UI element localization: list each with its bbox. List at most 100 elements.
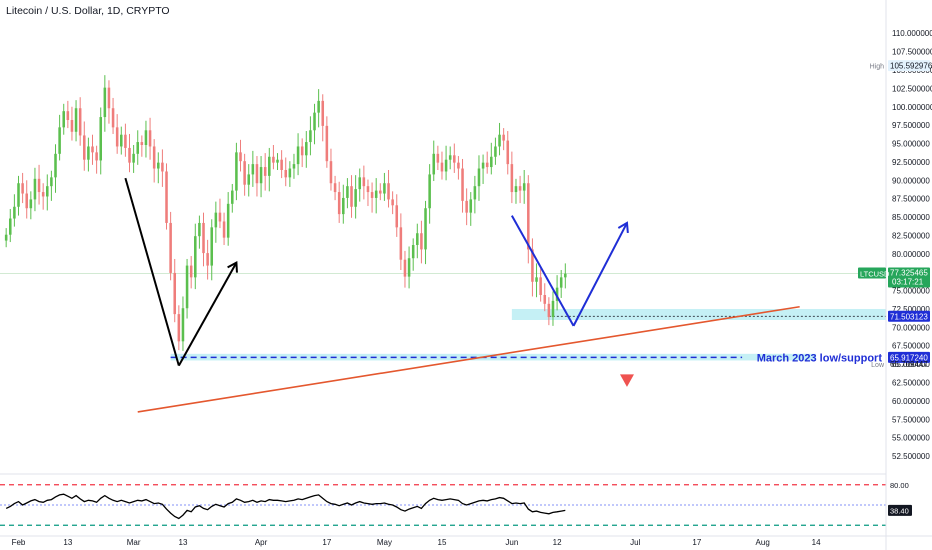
candle-body: [469, 199, 473, 213]
candle-body: [498, 134, 501, 147]
rsi-upper-label: 80.00: [890, 481, 909, 490]
candle-body: [280, 159, 283, 170]
price-tick-label: 55.000000: [892, 434, 930, 443]
candle-body: [74, 108, 78, 132]
candle-body: [206, 253, 209, 266]
candle-body: [157, 162, 160, 169]
candle-body: [9, 218, 12, 235]
resistance-zone-71: [511, 308, 886, 320]
price-tick-label: 92.500000: [892, 158, 930, 167]
blue-v-left: [510, 215, 575, 327]
candle-body: [62, 111, 66, 128]
candle-body: [268, 156, 271, 176]
candle-body: [185, 265, 189, 309]
candle-body: [522, 183, 526, 191]
candle-body: [329, 161, 333, 184]
price-tick-label: 60.000000: [892, 397, 930, 406]
blue-arrowhead: [617, 221, 629, 233]
candle-body: [527, 183, 530, 250]
candle-body: [132, 153, 135, 163]
candle-body: [313, 112, 316, 131]
candle-body: [198, 222, 201, 237]
candle-body: [165, 171, 168, 223]
candle-body: [325, 125, 329, 162]
candle-body: [17, 183, 20, 207]
rsi-current-value: 38.40: [890, 506, 909, 515]
candle-body: [243, 161, 246, 185]
time-tick-label: 17: [692, 538, 701, 547]
candle-body: [226, 203, 230, 238]
candle-body: [222, 221, 226, 238]
time-tick-label: 15: [438, 538, 447, 547]
candle-body: [551, 300, 555, 318]
support-annotation-text: March 2023 low/support: [757, 352, 883, 364]
candle-body: [391, 199, 394, 206]
candle-body: [370, 192, 374, 198]
time-tick-label: Mar: [127, 538, 141, 547]
candle-body: [333, 183, 337, 193]
candle-body: [383, 183, 386, 194]
candle-body: [366, 186, 370, 193]
candle-body: [78, 108, 82, 136]
axis-labels: 110.000000107.500000105.000000102.500000…: [12, 29, 932, 547]
candle-body: [350, 186, 353, 207]
candle-body: [399, 227, 403, 260]
black-v-right: [177, 262, 238, 367]
candle-body: [276, 159, 279, 163]
candle-body: [321, 100, 325, 126]
chart-title: Litecoin / U.S. Dollar, 1D, CRYPTO: [6, 5, 170, 17]
candle-body: [477, 168, 481, 187]
time-tick-label: Aug: [756, 538, 770, 547]
price-tick-label: 107.500000: [892, 48, 932, 57]
candle-body: [99, 117, 103, 161]
candle-body: [473, 186, 477, 200]
candle-body: [300, 146, 304, 156]
candle-body: [284, 170, 288, 178]
candle-body: [428, 174, 431, 209]
rsi-current-badge-bg: [888, 504, 912, 516]
price-tick-label: 102.500000: [892, 84, 932, 93]
candle-body: [354, 189, 357, 207]
candle-body: [518, 186, 522, 191]
time-tick-label: 13: [63, 538, 72, 547]
candle-body: [362, 177, 366, 187]
candle-body: [457, 162, 460, 169]
price-tick-label: 70.000000: [892, 323, 930, 332]
candle-body: [214, 212, 218, 228]
candle-body: [66, 111, 70, 120]
candle-body: [128, 147, 131, 163]
candle-body: [453, 155, 456, 163]
candle-body: [140, 142, 144, 145]
candle-body: [103, 87, 107, 118]
candle-body: [259, 167, 263, 184]
price-tick-label: 80.000000: [892, 250, 930, 259]
candle-body: [25, 193, 28, 209]
candle-body: [424, 208, 427, 250]
time-tick-label: Jul: [630, 538, 640, 547]
time-tick-label: 17: [322, 538, 331, 547]
price-tick-label: 75.000000: [892, 287, 930, 296]
candle-body: [50, 177, 53, 187]
price-tick-label: 110.000000: [892, 29, 932, 38]
candle-body: [21, 183, 24, 194]
price-tick-label: 52.500000: [892, 452, 930, 461]
candle-body: [564, 273, 567, 278]
candle-body: [70, 120, 74, 132]
candle-body: [263, 167, 267, 176]
candle-body: [379, 190, 382, 194]
price-tick-label: 85.000000: [892, 213, 930, 222]
candle-body: [83, 135, 86, 160]
candle-body: [239, 152, 242, 162]
candle-body: [4, 234, 8, 241]
candle-body: [144, 130, 148, 145]
candle-body: [247, 174, 251, 185]
candle-body: [13, 206, 16, 219]
candle-body: [305, 142, 308, 156]
time-tick-label: Feb: [12, 538, 26, 547]
candle-body: [317, 100, 320, 113]
price-tick-label: 95.000000: [892, 140, 930, 149]
blue-v-right: [572, 222, 628, 327]
candle-body: [87, 146, 90, 160]
candle-body: [177, 314, 181, 342]
